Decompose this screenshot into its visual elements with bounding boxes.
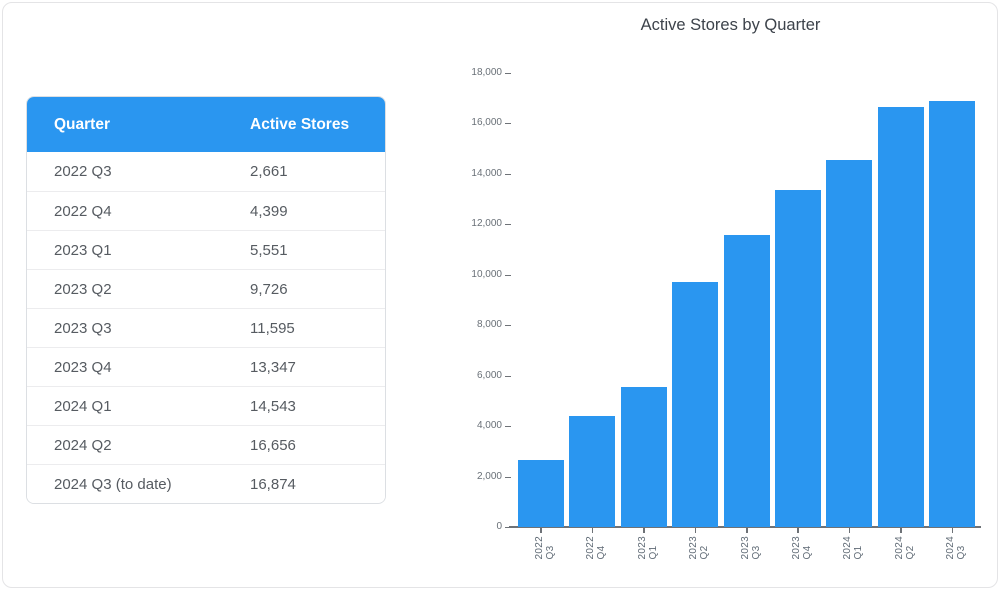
y-axis-tick-label: 2,000 [476,470,502,482]
x-axis-tick-label: 2022 Q4 [585,536,608,560]
table-row: 2022 Q3 2,661 [27,152,385,191]
y-axis-tick-mark [505,426,511,428]
bar-chart: Active Stores by Quarter 0 2,000 4,000 6,00… [458,3,1000,593]
active-stores-cell: 16,874 [250,475,296,493]
quarter-cell: 2024 Q2 [54,436,112,454]
x-axis-tick-label: 2023 Q2 [688,536,711,560]
quarter-cell: 2022 Q4 [54,202,112,220]
x-axis-tick-mark [797,528,799,533]
active-stores-cell: 11,595 [250,319,295,337]
active-stores-cell: 16,656 [250,436,296,454]
bar-2024-q1[interactable] [826,160,873,527]
x-axis-tick-mark [746,528,748,533]
table-header-quarter: Quarter [54,115,110,133]
bar-2022-q4[interactable] [569,416,616,527]
y-axis-tick-label: 16,000 [471,117,502,129]
bar-2024-q2[interactable] [877,106,924,527]
active-stores-cell: 4,399 [250,202,288,220]
quarter-cell: 2023 Q2 [54,280,112,298]
x-axis-tick-label: 2023 Q4 [790,536,813,560]
x-axis-tick-mark [694,528,697,533]
table-row: 2023 Q2 9,726 [27,269,385,308]
x-axis-line [509,526,981,528]
x-axis-tick-label: 2022 Q3 [533,536,556,560]
table-row: 2024 Q3 (to date) 16,874 [27,464,385,503]
y-axis-tick-label: 10,000 [471,268,502,280]
quarterly-stores-table: Quarter Active Stores 2022 Q3 2,661 2022… [26,96,386,504]
y-axis-tick-label: 18,000 [471,67,502,78]
x-axis-tick-label: 2023 Q1 [636,536,659,560]
y-axis-tick-label: 4,000 [476,420,502,432]
y-axis-tick-label: 12,000 [471,218,502,230]
table-header-active-stores: Active Stores [250,115,350,133]
quarter-cell: 2022 Q3 [54,163,112,180]
y-axis-tick-mark [505,527,511,528]
bar-2023-q4[interactable] [774,190,821,527]
y-axis-tick-mark [505,123,511,125]
x-axis-tick-label: 2023 Q3 [739,536,762,560]
y-axis-tick-mark [505,274,511,276]
quarter-cell: 2023 Q4 [54,358,112,376]
x-axis-tick-mark [540,528,542,533]
bar-2023-q1[interactable] [620,387,667,527]
x-axis-tick-mark [900,528,902,533]
table-row: 2023 Q3 11,595 [27,308,385,347]
active-stores-cell: 14,543 [250,397,296,415]
quarter-cell: 2024 Q1 [54,397,112,415]
x-axis-tick-mark [643,528,645,533]
bar-2023-q2[interactable] [672,281,719,527]
table-row: 2023 Q4 13,347 [27,347,385,386]
y-axis-tick-mark [505,375,511,377]
y-axis-tick-mark [505,325,511,327]
active-stores-cell: 13,347 [250,358,296,376]
bar-2024-q3[interactable] [929,101,976,527]
active-stores-cell: 5,551 [250,241,288,259]
x-axis-tick-mark [951,528,954,533]
bar-2022-q3[interactable] [517,459,564,527]
y-axis-tick-mark [505,224,511,226]
quarter-cell: 2023 Q3 [54,319,112,337]
table-row: 2024 Q2 16,656 [27,425,385,464]
y-axis-tick-mark [505,73,511,74]
quarter-cell: 2024 Q3 (to date) [54,475,172,493]
y-axis-tick-mark [505,476,511,478]
y-axis-tick-label: 0 [496,521,502,532]
y-axis-tick-mark [505,173,511,175]
x-axis-tick-mark [591,528,594,533]
active-stores-cell: 9,726 [250,280,288,298]
active-stores-cell: 2,661 [250,163,288,180]
quarter-cell: 2023 Q1 [54,241,112,259]
table-row: 2023 Q1 5,551 [27,230,385,269]
x-axis-tick-mark [848,528,851,533]
x-axis-tick-label: 2024 Q3 [945,536,968,560]
table-row: 2022 Q4 4,399 [27,191,385,230]
y-axis-tick-label: 8,000 [476,319,502,331]
y-axis-tick-label: 14,000 [471,167,502,179]
table-row: 2024 Q1 14,543 [27,386,385,425]
bar-2023-q3[interactable] [723,234,770,527]
x-axis-tick-label: 2024 Q2 [893,536,916,560]
plot-area: 0 2,000 4,000 6,000 8,000 10,000 12,000 14,000 1… [471,67,981,559]
chart-title: Active Stores by Quarter [640,16,821,34]
x-axis-tick-label: 2024 Q1 [842,536,865,560]
table-header-row: Quarter Active Stores [27,97,385,152]
y-axis-tick-label: 6,000 [476,369,502,381]
